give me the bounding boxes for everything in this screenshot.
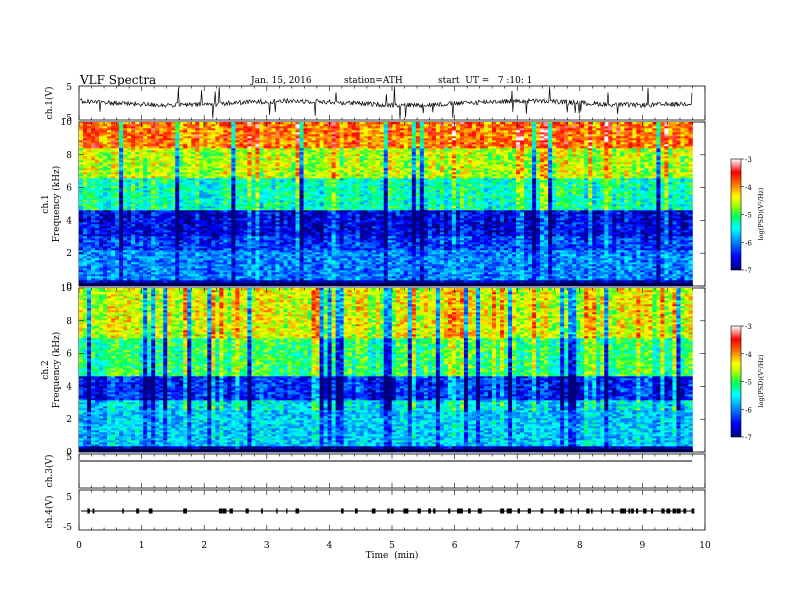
ch1-waveform-panel: 5 -5 ch.1(V) <box>44 83 706 124</box>
freq-tick-label: 10 <box>61 284 73 294</box>
date-label: Jan. 15, 2016 <box>250 76 312 86</box>
colorbar-tick-label: -6 <box>745 406 752 414</box>
ch1-spec-channel-label: ch.1 <box>41 194 51 213</box>
ch4-ytick-bottom: -5 <box>63 523 72 533</box>
freq-tick-label: 2 <box>66 249 72 259</box>
freq-tick-label: 4 <box>66 382 72 392</box>
time-tick-label: 2 <box>201 541 207 551</box>
freq-tick-label: 8 <box>66 317 72 327</box>
ch3-ytick-top: 5 <box>66 453 72 463</box>
freq-tick-label: 10 <box>61 118 73 128</box>
ch1-freq-axis-label: Frequency (kHz) <box>51 166 62 243</box>
ch2-freq-axis-label: Frequency (kHz) <box>51 332 62 409</box>
colorbar-tick-label: -3 <box>745 323 752 331</box>
time-tick-label: 10 <box>699 541 711 551</box>
freq-tick-label: 0 <box>66 448 72 458</box>
freq-tick-label: 6 <box>66 350 72 360</box>
ch4-volt-label: ch.4(V) <box>44 496 55 529</box>
colorbar-tick-label: -5 <box>745 212 752 220</box>
ch1-ytick-bottom: -5 <box>63 114 72 124</box>
time-tick-label: 5 <box>389 541 395 551</box>
station-label: station=ATH <box>344 76 403 86</box>
ch1-colorbar: -3 -4 -5 -6 -7 log(PSD)(V²/Hz) <box>730 156 765 275</box>
freq-tick-label: 0 <box>66 282 72 292</box>
time-tick-label: 8 <box>577 541 583 551</box>
colorbar-tick-label: -7 <box>745 267 752 275</box>
ch3-waveform-panel: 5 ch.3(V) <box>44 453 706 489</box>
ch2-spec-channel-label: ch.2 <box>41 360 51 379</box>
colorbar-tick-label: -3 <box>745 156 752 164</box>
ch3-volt-label: ch.3(V) <box>44 455 55 488</box>
ch4-ytick-top: 5 <box>66 493 72 503</box>
ch4-waveform-panel: 5 -5 ch.4(V) <box>44 489 706 533</box>
time-tick-label: 1 <box>139 541 145 551</box>
colorbar-tick-label: -6 <box>745 239 752 247</box>
freq-tick-label: 4 <box>66 216 72 226</box>
time-tick-label: 7 <box>514 541 520 551</box>
ch1-colorbar-label: log(PSD)(V²/Hz) <box>757 187 765 240</box>
time-tick-label: 6 <box>452 541 458 551</box>
colorbar-tick-label: -4 <box>745 351 752 359</box>
time-tick-label: 3 <box>264 541 270 551</box>
freq-tick-label: 2 <box>66 415 72 425</box>
figure-title: VLF Spectra <box>79 73 156 87</box>
ch2-spectrogram-panel: 0 2 4 6 8 10 ch.2 Frequency (kHz) <box>41 284 706 458</box>
time-tick-label: 4 <box>327 541 333 551</box>
freq-tick-label: 8 <box>66 151 72 161</box>
colorbar-tick-label: -5 <box>745 379 752 387</box>
time-axis-label: Time (min) <box>366 550 419 561</box>
start-time-label: start UT = 7 :10: 1 <box>438 76 533 86</box>
freq-tick-label: 6 <box>66 184 72 194</box>
ch1-ytick-top: 5 <box>66 83 72 93</box>
time-tick-label: 0 <box>76 541 82 551</box>
colorbar-tick-label: -4 <box>745 184 752 192</box>
ch1-volt-label: ch.1(V) <box>44 87 55 120</box>
time-tick-label: 9 <box>640 541 646 551</box>
colorbar-tick-label: -7 <box>745 434 752 442</box>
ch2-colorbar: -3 -4 -5 -6 -7 log(PSD)(V²/Hz) <box>730 323 765 442</box>
ch1-waveform-line <box>79 86 693 120</box>
ch4-waveform-line <box>81 508 695 514</box>
time-axis: 0 1 2 3 4 5 6 7 8 9 10 <box>76 541 711 551</box>
ch2-colorbar-label: log(PSD)(V²/Hz) <box>757 354 765 407</box>
ch1-spectrogram-panel: 0 2 4 6 8 10 ch.1 Frequency (kHz) <box>41 118 706 292</box>
